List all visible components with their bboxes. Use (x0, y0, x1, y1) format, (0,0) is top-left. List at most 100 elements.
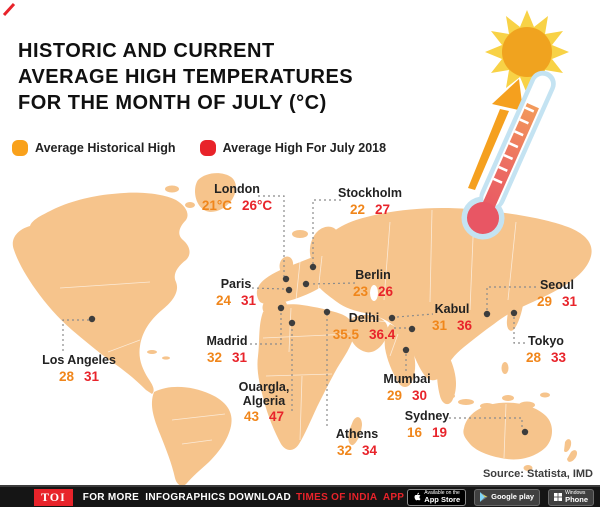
city-label-berlin: Berlin 23 26 (352, 268, 394, 299)
city-name: Stockholm (338, 186, 402, 200)
city-label-athens: Athens 32 34 (335, 427, 379, 458)
city-label-tokyo: Tokyo 28 33 (525, 334, 567, 365)
title-line-1: HISTORIC AND CURRENT (18, 40, 275, 62)
city-dot-berlin (302, 280, 310, 288)
city-dot-seoul (483, 310, 491, 318)
city-name: London (214, 182, 260, 196)
apple-icon (414, 492, 421, 501)
city-name: Berlin (355, 268, 391, 282)
city-label-delhi: Delhi 35.5 36.4 (332, 311, 396, 342)
leader-lines (62, 195, 538, 429)
current-temp: 26°C (242, 197, 273, 213)
city-label-seoul: Seoul 29 31 (536, 278, 578, 309)
city-label-los-angeles: Los Angeles 28 31 (42, 353, 116, 384)
current-temp: 31 (231, 349, 248, 365)
current-temp: 36 (457, 317, 473, 333)
current-temp: 47 (269, 409, 285, 424)
legend-label-historical: Average Historical High (35, 141, 176, 155)
historical-temp: 31 (431, 317, 447, 333)
city-label-london: London 21°C 26°C (201, 182, 273, 213)
title-line-3: FOR THE MONTH OF JULY (°C) (18, 92, 327, 114)
historical-temp: 43 (243, 409, 259, 424)
city-label-madrid: Madrid 32 31 (206, 334, 248, 365)
historical-temp: 32 (336, 442, 352, 458)
city-name: Sydney (404, 409, 450, 423)
city-dot-paris (285, 286, 293, 294)
city-name: Athens (335, 427, 379, 441)
legend: Average Historical High Average High For… (12, 140, 386, 156)
legend-item-current: Average High For July 2018 (199, 140, 387, 156)
city-label-stockholm: Stockholm 22 27 (338, 186, 402, 217)
badge-main-text: Phone (565, 494, 588, 504)
current-swatch-icon (199, 140, 216, 156)
legend-label-current: Average High For July 2018 (222, 141, 387, 155)
city-dot-ouargla (288, 319, 296, 327)
badge-top-text: Windows (565, 489, 586, 496)
city-name: Ouargla, Algeria (238, 380, 290, 408)
caspian-sea (370, 285, 378, 301)
city-label-kabul: Kabul 31 36 (431, 302, 473, 333)
city-dot-sydney (521, 428, 529, 436)
city-label-ouargla: Ouargla, Algeria 43 47 (238, 380, 290, 424)
city-dot-tokyo (510, 309, 518, 317)
historical-temp: 29 (386, 387, 402, 403)
thermometer-icon (461, 70, 556, 240)
arrow-up-icon (468, 79, 523, 190)
footer-bar: TOI FOR MORE INFOGRAPHICS DOWNLOAD TIMES… (0, 485, 600, 507)
city-name: Los Angeles (42, 353, 116, 367)
historical-temp: 28 (525, 349, 541, 365)
historical-temp: 21°C (201, 197, 232, 213)
store-badges: Available on the App Store Google play (407, 488, 594, 506)
historical-temp: 28 (58, 368, 74, 384)
windows-phone-badge: Windows Phone (548, 488, 594, 506)
badge-main-text: Google play (491, 492, 535, 501)
current-temp: 33 (551, 349, 567, 365)
windows-icon (554, 493, 563, 501)
sun-icon (485, 10, 569, 94)
page-title: HISTORIC AND CURRENT AVERAGE HIGH TEMPER… (18, 38, 353, 116)
current-temp: 19 (432, 424, 448, 440)
play-icon (480, 492, 488, 502)
badge-main-text: App Store (424, 494, 461, 504)
footer-app-text: TIMES OF INDIA APP (295, 491, 405, 503)
historical-temp: 23 (352, 283, 368, 299)
city-name: Kabul (434, 302, 470, 316)
source-credit: Source: Statista, IMD (482, 468, 593, 480)
historical-temp: 29 (536, 293, 552, 309)
historical-swatch-icon (12, 140, 28, 156)
current-temp: 30 (411, 387, 428, 403)
city-name: Delhi (348, 311, 380, 325)
city-dot-mumbai (402, 346, 410, 354)
badge-top-text: Available on the (424, 489, 460, 496)
city-name: Seoul (539, 278, 575, 292)
current-temp: 31 (562, 293, 578, 309)
legend-item-historical: Average Historical High (12, 140, 176, 156)
city-dot-london (282, 275, 290, 283)
city-name: Madrid (206, 334, 248, 348)
city-dot-los-angeles (88, 315, 96, 323)
city-markers (88, 263, 529, 436)
city-name: Paris (220, 277, 252, 291)
continents (12, 173, 592, 486)
historical-temp: 16 (406, 424, 422, 440)
app-store-badge: Available on the App Store (407, 488, 467, 506)
historical-temp: 24 (215, 292, 231, 308)
current-temp: 31 (83, 368, 100, 384)
toi-logo: TOI (34, 488, 73, 506)
current-temp: 36.4 (369, 326, 396, 342)
footer-text: FOR MORE INFOGRAPHICS DOWNLOAD (82, 491, 291, 503)
city-name: Tokyo (528, 334, 564, 348)
city-dot-athens (323, 308, 331, 316)
city-dot-stockholm (309, 263, 317, 271)
city-dot-kabul (388, 314, 396, 322)
historical-temp: 35.5 (332, 326, 359, 342)
city-label-paris: Paris 24 31 (215, 277, 256, 308)
current-temp: 26 (378, 283, 394, 299)
google-play-badge: Google play (474, 488, 541, 506)
historical-temp: 22 (349, 201, 365, 217)
city-label-sydney: Sydney 16 19 (404, 409, 450, 440)
corner-red-mark (2, 2, 16, 17)
city-dot-delhi (408, 325, 416, 333)
